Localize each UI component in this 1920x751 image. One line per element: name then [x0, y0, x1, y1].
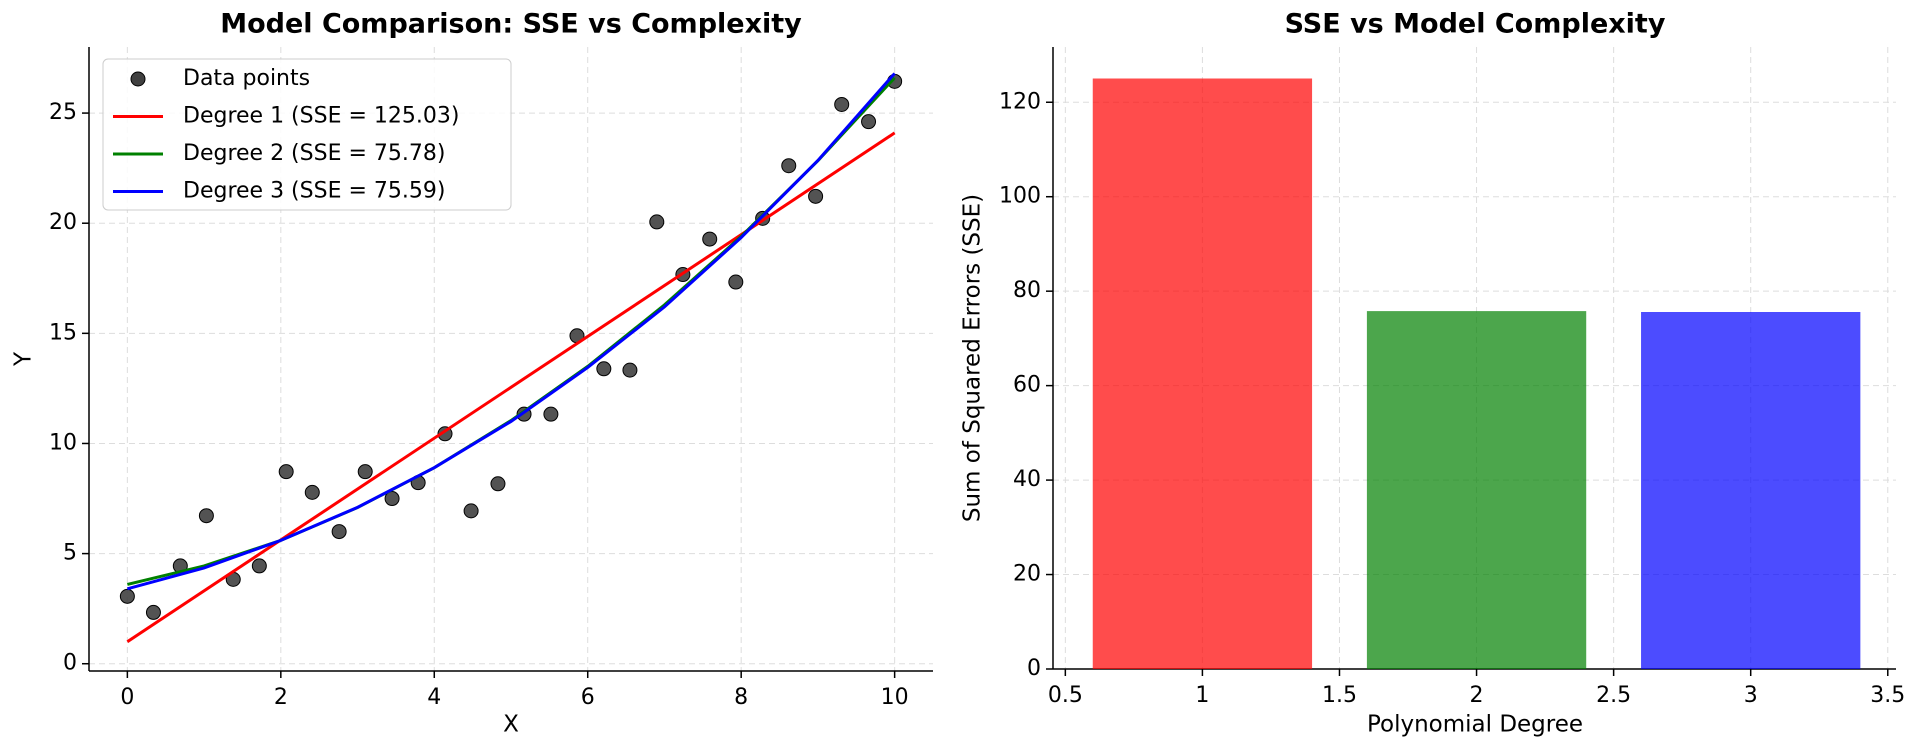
y-tick-label: 5	[63, 541, 77, 566]
y-axis-label: Y	[11, 351, 37, 367]
data-point	[490, 476, 506, 492]
bar	[1092, 78, 1313, 669]
legend-swatch	[130, 71, 146, 87]
legend-box	[102, 58, 512, 211]
x-axis-label: X	[503, 712, 519, 738]
chart-title: SSE vs Model Complexity	[1285, 9, 1666, 40]
x-tick-label: 1	[1195, 683, 1209, 708]
data-point	[702, 231, 718, 247]
data-point	[861, 114, 877, 130]
data-point	[198, 508, 214, 524]
y-tick-label: 0	[63, 651, 77, 676]
chart-title: Model Comparison: SSE vs Complexity	[220, 9, 802, 40]
y-tick-label: 10	[49, 430, 77, 455]
y-axis-label: Sum of Squared Errors (SSE)	[960, 194, 986, 522]
x-tick-label: 6	[581, 685, 595, 710]
x-tick-label: 2.5	[1596, 683, 1631, 708]
data-point	[781, 158, 797, 174]
fit-line	[126, 131, 896, 643]
data-point	[384, 491, 400, 507]
data-point	[728, 274, 744, 290]
x-tick-label: 4	[427, 685, 441, 710]
data-point	[543, 406, 559, 422]
bar	[1641, 311, 1861, 669]
legend-label: Degree 2 (SSE = 75.78)	[183, 141, 445, 166]
data-point	[119, 588, 135, 604]
y-tick-label: 25	[49, 100, 77, 125]
legend-label: Degree 3 (SSE = 75.59)	[183, 179, 445, 204]
data-point	[622, 362, 638, 378]
y-tick-label: 20	[1013, 562, 1041, 587]
legend-label: Data points	[183, 66, 310, 91]
fit-line	[126, 72, 896, 591]
x-tick-label: 0.5	[1048, 683, 1083, 708]
legend-label: Degree 1 (SSE = 125.03)	[183, 104, 459, 129]
data-point	[278, 464, 294, 480]
y-tick-label: 40	[1013, 467, 1041, 492]
x-tick-label: 3.5	[1870, 683, 1905, 708]
y-tick-label: 80	[1013, 278, 1041, 303]
data-point	[808, 188, 824, 204]
x-tick-label: 0	[120, 685, 134, 710]
data-point	[251, 558, 267, 574]
x-axis-label: Polynomial Degree	[1367, 712, 1583, 738]
data-point	[145, 604, 161, 620]
y-tick-label: 120	[999, 89, 1041, 114]
data-point	[331, 524, 347, 540]
data-point	[596, 361, 612, 377]
data-point	[834, 96, 850, 112]
data-point	[463, 503, 479, 519]
data-point	[304, 484, 320, 500]
y-tick-label: 60	[1013, 373, 1041, 398]
x-tick-label: 2	[274, 685, 288, 710]
x-tick-label: 1.5	[1322, 683, 1357, 708]
y-tick-label: 100	[999, 184, 1041, 209]
x-tick-label: 8	[734, 685, 748, 710]
x-tick-label: 2	[1470, 683, 1484, 708]
y-tick-label: 15	[49, 320, 77, 345]
bar	[1366, 311, 1587, 669]
x-tick-label: 10	[881, 685, 909, 710]
x-tick-label: 3	[1744, 683, 1758, 708]
data-point	[357, 464, 373, 480]
y-tick-label: 0	[1027, 656, 1041, 681]
legend: Data points Degree 1 (SSE = 125.03) Degree…	[102, 58, 512, 211]
y-tick-label: 20	[49, 210, 77, 235]
data-point	[649, 214, 665, 230]
